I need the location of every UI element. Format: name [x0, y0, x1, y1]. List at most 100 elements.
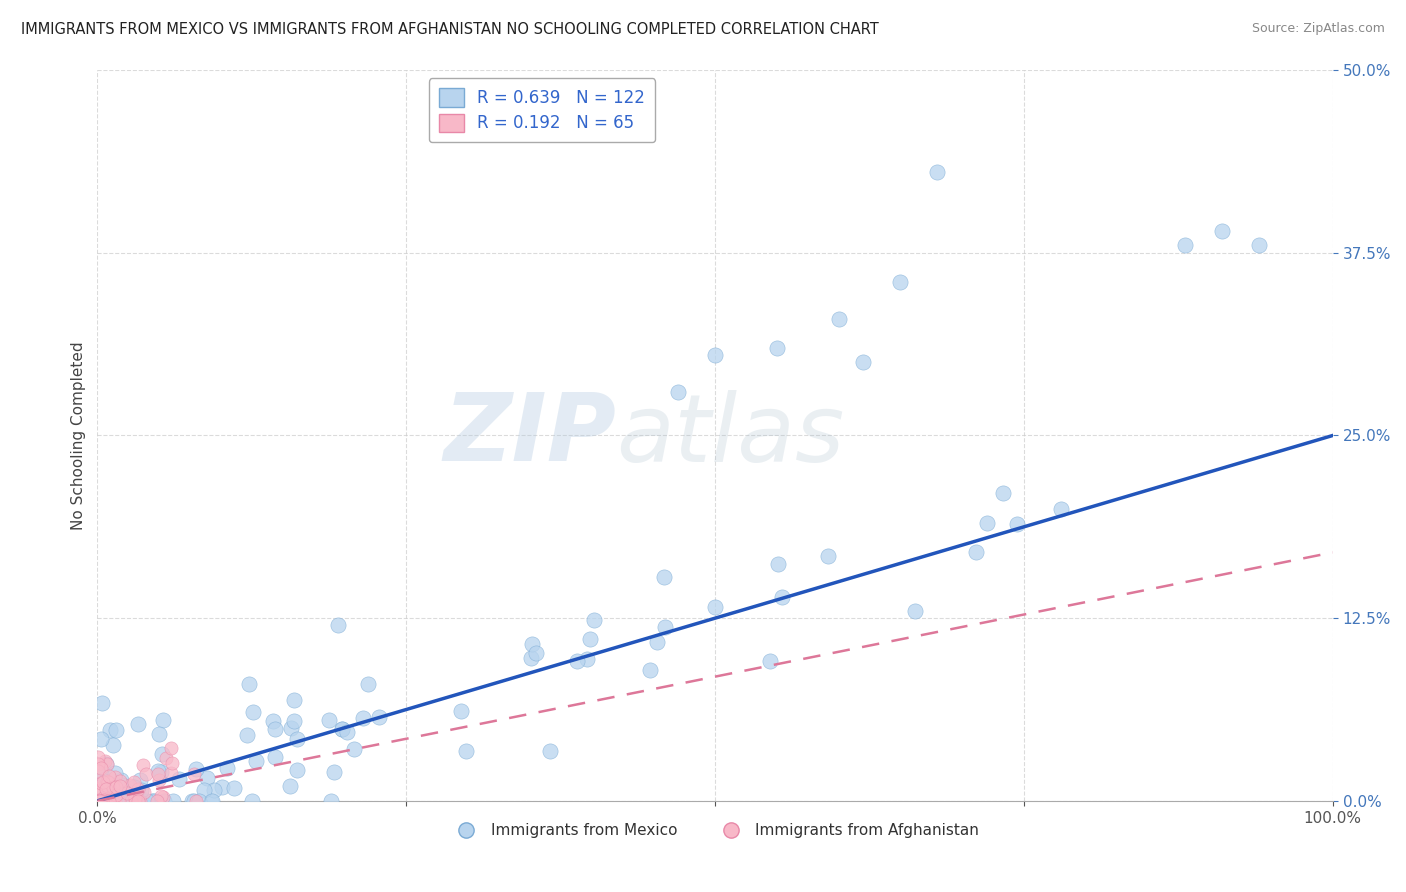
Point [91, 790, 114, 805]
Point [108, 780, 131, 794]
Point [90, 794, 112, 808]
Point [90, 794, 112, 808]
Point [827, 311, 849, 326]
Point [184, 762, 207, 776]
Point [758, 654, 780, 668]
Point [520, 651, 543, 665]
Point [93, 794, 115, 808]
Point [125, 789, 148, 803]
Point [135, 794, 157, 808]
Point [97, 775, 120, 789]
Point [117, 794, 139, 808]
Point [90, 773, 112, 788]
Point [91, 794, 114, 808]
Point [770, 590, 793, 604]
Point [105, 789, 128, 803]
Point [127, 785, 149, 799]
Point [127, 781, 149, 796]
Text: ZIP: ZIP [443, 390, 616, 482]
Point [103, 794, 125, 808]
Point [193, 783, 215, 797]
Point [101, 792, 124, 806]
Point [94, 757, 117, 772]
Point [120, 778, 142, 792]
Point [278, 780, 301, 794]
Point [105, 723, 128, 738]
Point [90, 794, 112, 808]
Point [645, 634, 668, 648]
Y-axis label: No Schooling Completed: No Schooling Completed [72, 341, 86, 530]
Point [1173, 238, 1195, 252]
Point [242, 705, 264, 719]
Point [94, 782, 117, 797]
Text: IMMIGRANTS FROM MEXICO VS IMMIGRANTS FROM AFGHANISTAN NO SCHOOLING COMPLETED COR: IMMIGRANTS FROM MEXICO VS IMMIGRANTS FRO… [21, 22, 879, 37]
Point [96, 774, 118, 789]
Point [87, 793, 110, 807]
Point [120, 794, 142, 808]
Point [852, 355, 875, 369]
Point [283, 693, 305, 707]
Point [107, 794, 129, 808]
Point [183, 794, 205, 808]
Point [131, 794, 153, 808]
Point [143, 794, 166, 808]
Point [204, 783, 226, 797]
Point [132, 757, 155, 772]
Point [704, 348, 727, 362]
Point [318, 714, 340, 728]
Point [98, 723, 121, 737]
Point [146, 764, 169, 778]
Point [180, 794, 202, 808]
Point [89, 794, 111, 808]
Point [100, 787, 122, 801]
Point [100, 792, 122, 806]
Point [238, 676, 260, 690]
Point [153, 794, 176, 808]
Point [96, 794, 118, 808]
Point [90, 732, 112, 747]
Point [101, 739, 124, 753]
Point [280, 722, 302, 736]
Point [112, 794, 135, 808]
Point [101, 781, 124, 796]
Point [330, 722, 353, 736]
Point [91, 696, 114, 710]
Point [222, 780, 245, 795]
Point [703, 600, 725, 615]
Point [240, 794, 263, 808]
Point [817, 549, 839, 563]
Point [152, 713, 174, 727]
Point [129, 794, 152, 808]
Point [575, 651, 598, 665]
Point [155, 751, 177, 765]
Point [90, 794, 112, 808]
Point [352, 711, 374, 725]
Point [90, 761, 112, 775]
Point [149, 789, 172, 803]
Point [142, 794, 165, 808]
Point [264, 722, 287, 736]
Point [654, 620, 676, 634]
Point [120, 794, 142, 808]
Point [134, 785, 156, 799]
Point [104, 794, 127, 808]
Point [184, 794, 207, 808]
Point [97, 769, 120, 783]
Point [654, 570, 676, 584]
Point [450, 704, 472, 718]
Point [96, 757, 118, 772]
Point [367, 710, 389, 724]
Point [87, 764, 110, 779]
Point [188, 794, 211, 808]
Point [110, 794, 132, 808]
Point [283, 714, 305, 729]
Text: Source: ZipAtlas.com: Source: ZipAtlas.com [1251, 22, 1385, 36]
Point [107, 794, 129, 808]
Point [86, 756, 108, 771]
Point [90, 782, 112, 797]
Point [287, 731, 309, 746]
Point [98, 794, 121, 808]
Legend: Immigrants from Mexico, Immigrants from Afghanistan: Immigrants from Mexico, Immigrants from … [444, 817, 986, 845]
Point [91, 774, 114, 789]
Point [160, 756, 183, 770]
